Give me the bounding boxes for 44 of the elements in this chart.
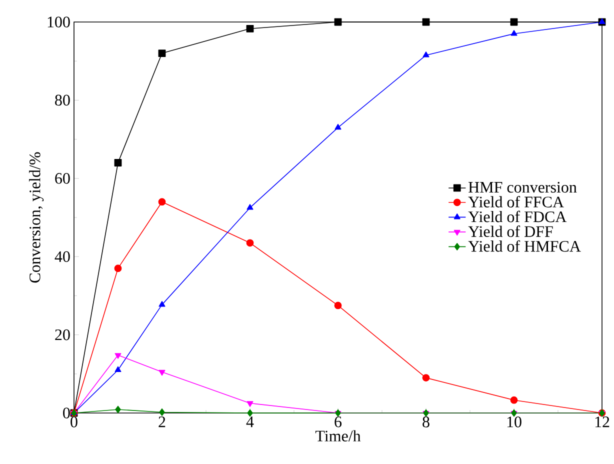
y-tick-label: 80 xyxy=(55,94,70,106)
x-axis-title: Time/h xyxy=(315,430,361,442)
y-tick-label: 0 xyxy=(63,408,70,418)
point xyxy=(247,409,253,417)
point xyxy=(510,30,518,36)
point xyxy=(334,124,342,130)
legend-label: Yield of HMFCA xyxy=(468,240,581,252)
x-tick-label: 8 xyxy=(422,416,430,428)
point xyxy=(115,406,121,414)
x-tick-label: 2 xyxy=(158,416,166,428)
x-tick-label: 4 xyxy=(246,416,254,428)
point xyxy=(510,396,518,404)
point xyxy=(334,302,342,310)
y-tick-label: 60 xyxy=(55,173,70,184)
point xyxy=(510,18,518,26)
y-axis-title: Conversion, yield/% xyxy=(29,152,44,283)
point xyxy=(158,198,166,206)
point xyxy=(246,204,254,210)
legend-label: Yield of FFCA xyxy=(468,196,564,208)
point xyxy=(246,239,254,247)
legend-label: Yield of DFF xyxy=(468,226,553,237)
point xyxy=(422,374,430,382)
point xyxy=(159,408,165,416)
point xyxy=(334,18,342,26)
legend-label: HMF conversion xyxy=(468,182,577,193)
x-tick-label: 6 xyxy=(334,416,342,428)
point xyxy=(158,370,166,376)
point xyxy=(422,18,430,26)
point xyxy=(114,264,122,272)
x-tick-label: 0 xyxy=(70,416,78,428)
y-tick-label: 20 xyxy=(55,329,70,340)
y-tick-label: 40 xyxy=(54,251,70,262)
point xyxy=(246,401,254,407)
point xyxy=(114,366,122,372)
x-tick-label: 10 xyxy=(507,416,522,428)
legend-label: Yield of FDCA xyxy=(468,210,567,222)
point xyxy=(422,52,430,58)
point xyxy=(246,24,254,32)
x-tick-label: 12 xyxy=(595,416,610,428)
point xyxy=(114,353,122,359)
y-tick-label: 100 xyxy=(48,16,70,28)
point xyxy=(158,50,166,57)
point xyxy=(158,300,166,307)
point xyxy=(114,159,122,166)
